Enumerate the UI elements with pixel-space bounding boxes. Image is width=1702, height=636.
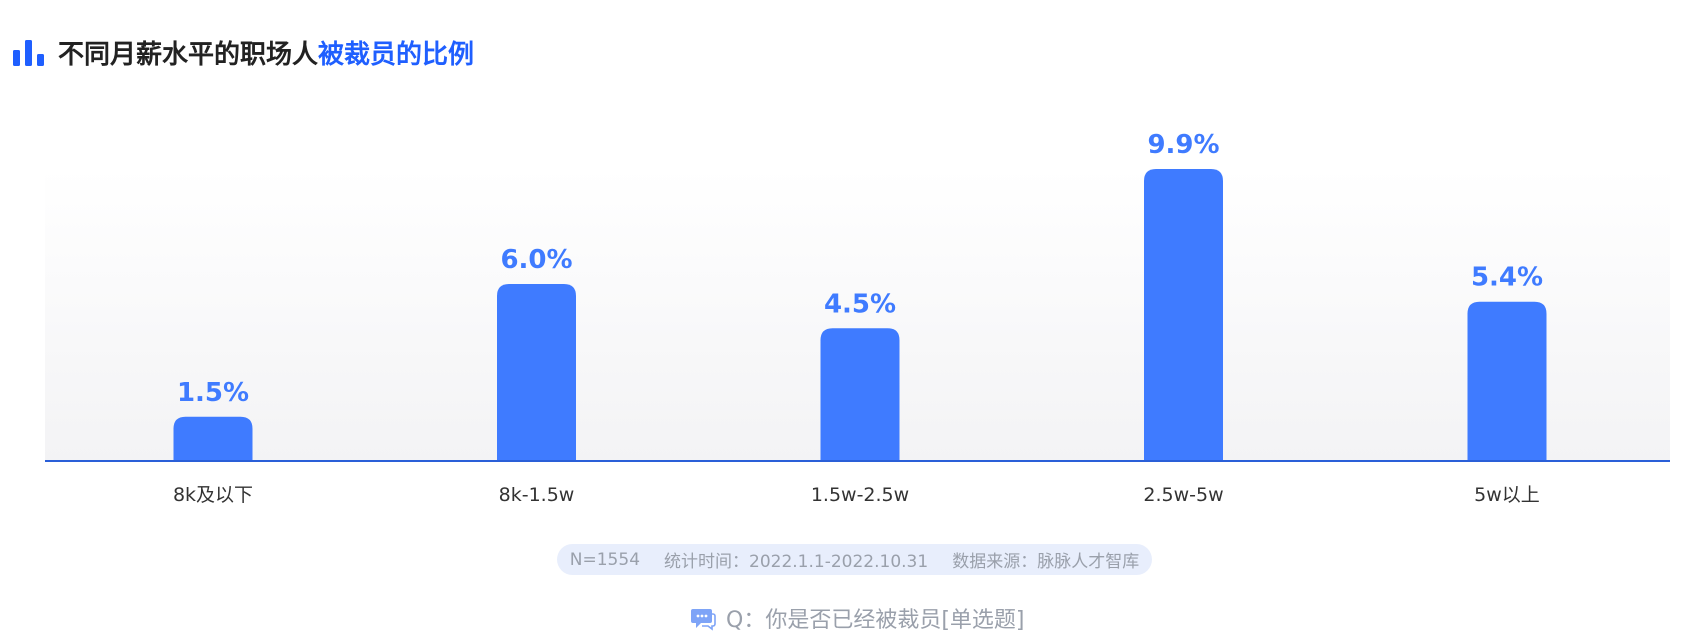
chat-bubble-icon [691,609,716,631]
chart-title-row: 不同月薪水平的职场人被裁员的比例 [12,32,474,72]
footer-source: 数据来源：脉脉人才智库 [952,552,1140,572]
bar-2 [497,284,576,461]
footer-period: 统计时间：2022.1.1-2022.10.31 [664,552,929,572]
value-label-5: 5.4% [1471,263,1543,293]
bar-chart: 1.5% 6.0% 4.5% 9.9% 5.4% 8k及以下 8k-1.5w 1.5w-2.… [45,130,1670,506]
bar-chart-icon [13,40,44,66]
footer-info: N=1554 统计时间：2022.1.1-2022.10.31 数据来源：脉脉人… [557,544,1152,575]
chart-title-main: 不同月薪水平的职场人 [58,39,319,70]
bar-5 [1467,301,1547,461]
category-label-1: 8k及以下 [173,484,253,506]
category-label-3: 1.5w-2.5w [811,484,909,506]
bar-1 [173,416,253,461]
question-text: Q：你是否已经被裁员[单选题] [726,608,1025,633]
value-label-2: 6.0% [500,245,572,275]
bar-3 [820,328,900,461]
value-label-4: 9.9% [1147,130,1219,160]
value-label-3: 4.5% [824,289,896,319]
chart-title: 不同月薪水平的职场人被裁员的比例 [58,34,474,71]
chart-title-highlight: 被裁员的比例 [318,39,475,70]
category-label-5: 5w以上 [1474,484,1540,506]
category-label-2: 8k-1.5w [499,484,575,506]
survey-question: Q：你是否已经被裁员[单选题] [690,600,1024,636]
footer-sample: N=1554 [569,549,641,570]
category-label-4: 2.5w-5w [1143,484,1223,506]
value-label-1: 1.5% [177,378,249,408]
bar-4 [1144,168,1223,461]
